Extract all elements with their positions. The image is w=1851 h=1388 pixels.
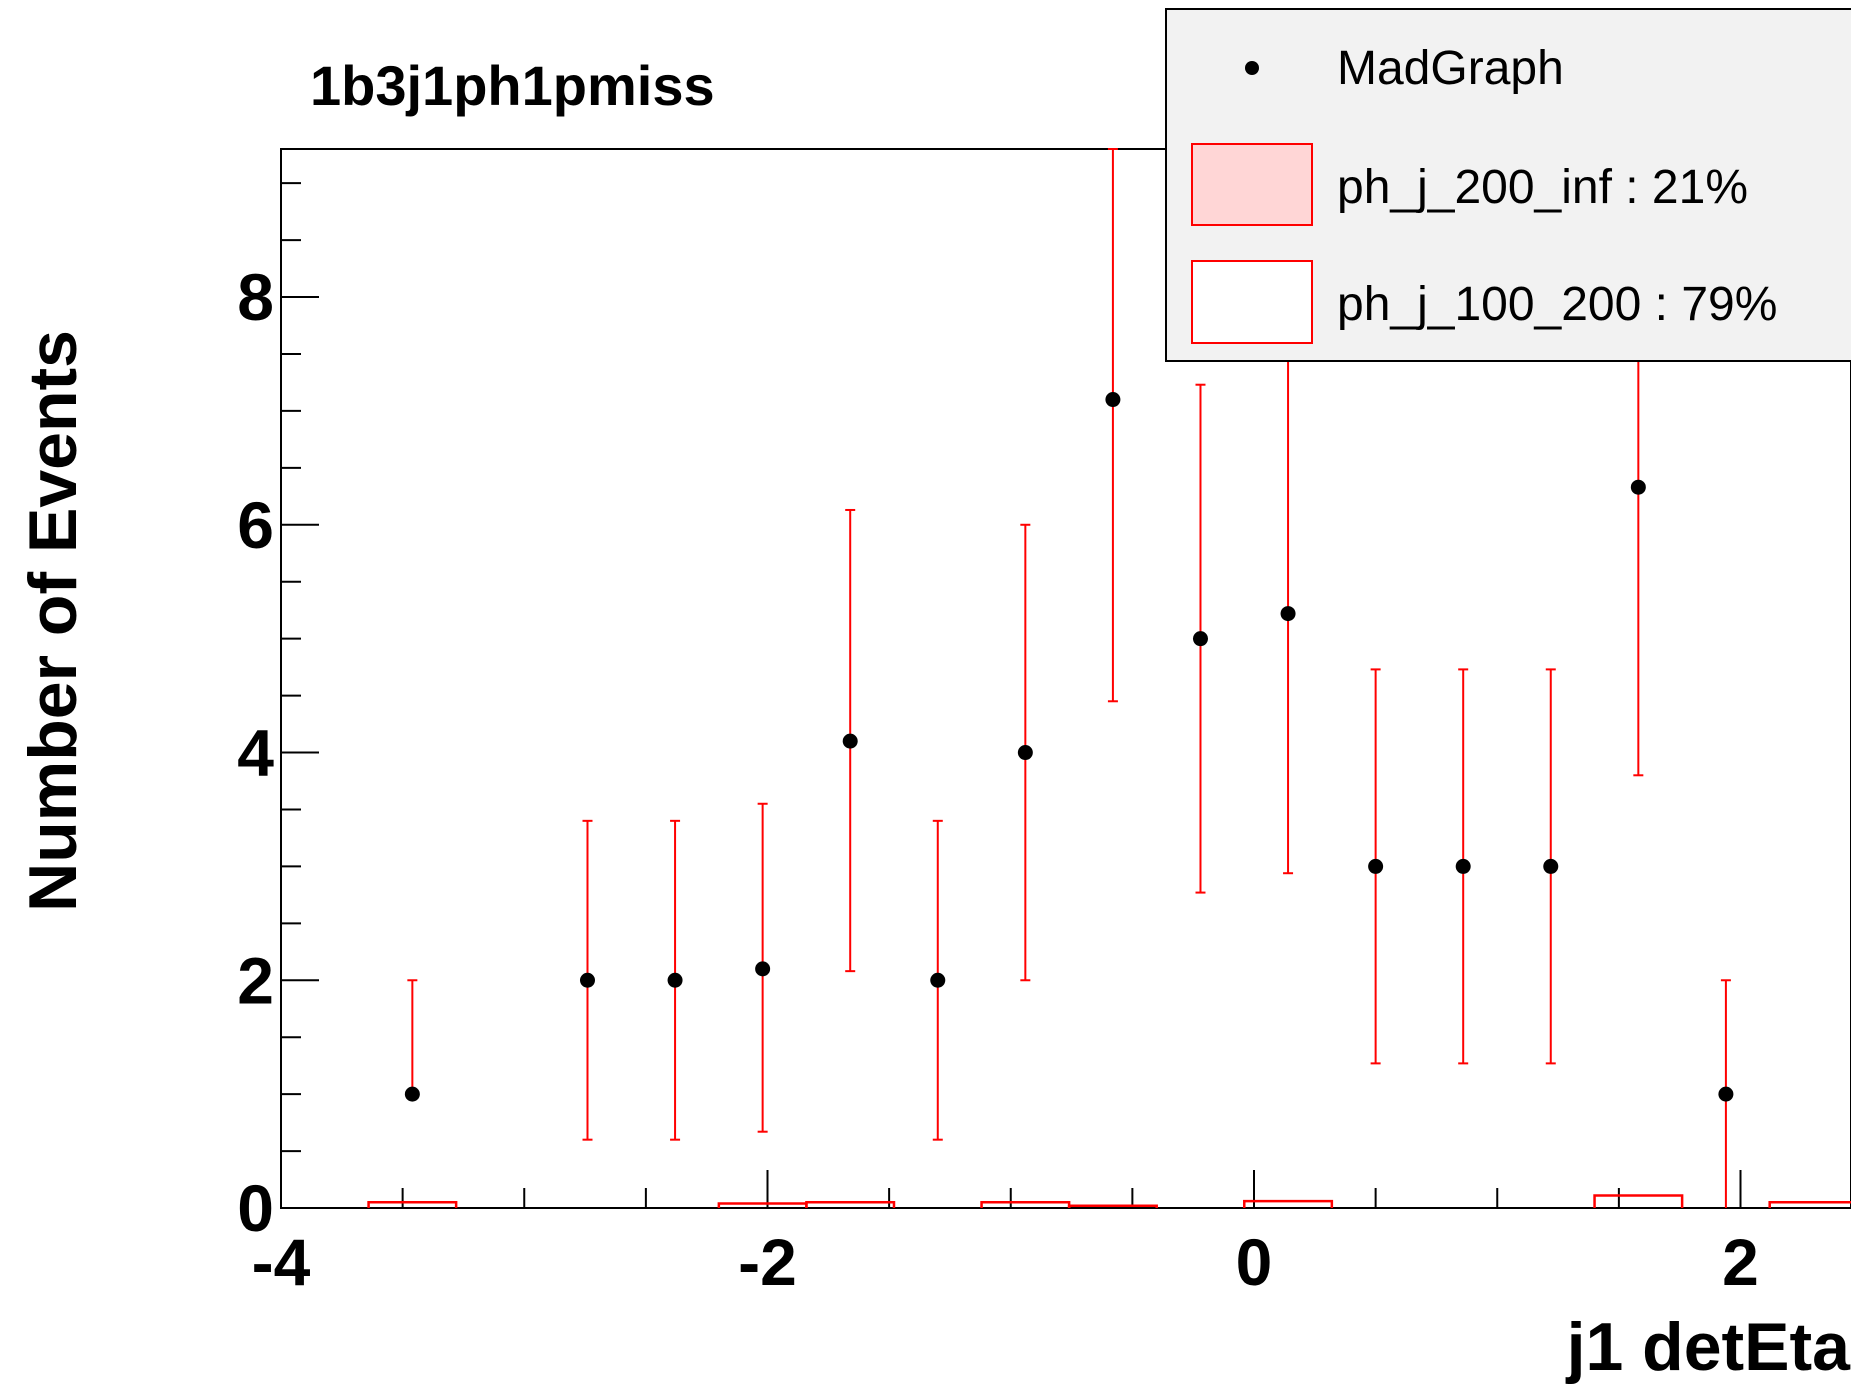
chart-title: 1b3j1ph1pmiss [310, 54, 715, 117]
data-point [1630, 479, 1646, 495]
x-tick-label: 2 [1722, 1225, 1759, 1299]
legend-label-2: ph_j_100_200 : 79% [1337, 278, 1777, 331]
axis-ticks [280, 182, 1851, 1209]
data-point [667, 972, 683, 988]
y-tick-label: 8 [237, 260, 274, 334]
data-point [1192, 631, 1208, 647]
data-point [1017, 745, 1033, 761]
data-point [1280, 606, 1296, 622]
y-axis-label: Number of Events [15, 330, 91, 912]
histogram-bin [1768, 1201, 1851, 1208]
data-point [1455, 858, 1471, 874]
legend-label-0: MadGraph [1337, 42, 1564, 95]
histogram-bin [1067, 1204, 1158, 1208]
data-point [1718, 1086, 1734, 1102]
x-tick-label: -4 [252, 1225, 311, 1299]
legend-swatch-open [1191, 260, 1313, 344]
x-tick-labels: -4 -2 0 2 [252, 1225, 1759, 1299]
data-point [404, 1086, 420, 1102]
y-tick-label: 0 [237, 1171, 274, 1245]
histogram-bin [1243, 1199, 1334, 1208]
legend-swatch-filled [1191, 143, 1313, 226]
data-point [1105, 392, 1121, 408]
y-tick-label: 4 [237, 716, 274, 790]
data-point [1543, 858, 1559, 874]
histogram-bin [1593, 1194, 1684, 1208]
legend-marker-madgraph [1245, 61, 1259, 75]
legend: MadGraph ph_j_200_inf : 21% ph_j_100_200… [1165, 8, 1851, 362]
x-tick-label: -2 [738, 1225, 797, 1299]
data-point [930, 972, 946, 988]
legend-label-1: ph_j_200_inf : 21% [1337, 161, 1748, 214]
x-tick-label: 0 [1236, 1225, 1273, 1299]
data-point [842, 733, 858, 749]
x-axis-label: j1 detEta [1565, 1309, 1851, 1385]
data-point [1368, 858, 1384, 874]
data-point [579, 972, 595, 988]
y-tick-labels: 0 2 4 6 8 [237, 260, 274, 1245]
y-tick-label: 2 [237, 943, 274, 1017]
histogram-bin [805, 1201, 896, 1208]
data-point [755, 961, 771, 977]
y-tick-label: 6 [237, 488, 274, 562]
histogram-bin [367, 1201, 458, 1208]
histogram [367, 1194, 1851, 1208]
data-points [404, 392, 1734, 1102]
